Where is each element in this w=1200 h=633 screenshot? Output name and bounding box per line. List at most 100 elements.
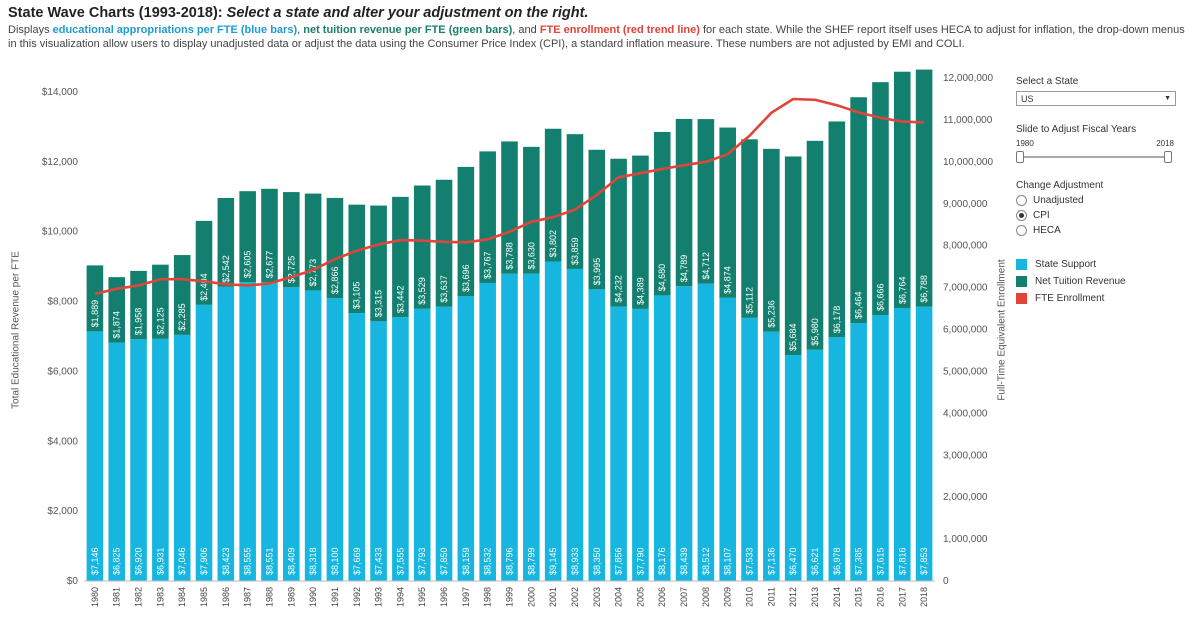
bar-net-tuition (326, 197, 344, 299)
bar-net-tuition (544, 128, 562, 262)
bar-state-support (893, 307, 911, 581)
radio-cpi[interactable]: CPI (1016, 210, 1186, 221)
data-label-state-support: $7,669 (352, 547, 362, 575)
x-tick-label: 1996 (439, 587, 449, 607)
x-tick-label: 1993 (374, 587, 384, 607)
data-label-state-support: $9,145 (548, 547, 558, 575)
data-label-net-tuition: $1,958 (134, 308, 144, 336)
bar-state-support (348, 313, 366, 581)
y2-tick-label: 8,000,000 (943, 241, 988, 252)
description: Displays educational appropriations per … (8, 23, 1193, 51)
data-label-state-support: $8,799 (526, 547, 536, 575)
x-tick-label: 2017 (897, 587, 907, 607)
bar-net-tuition (741, 139, 758, 318)
bar-net-tuition (173, 255, 191, 335)
bar-state-support (763, 331, 780, 581)
slider-handle-start[interactable] (1016, 151, 1024, 163)
radio-heca[interactable]: HECA (1016, 225, 1186, 236)
bar-net-tuition (806, 140, 824, 350)
bar-net-tuition (130, 270, 147, 340)
bar-net-tuition (348, 204, 366, 314)
bar-state-support (872, 315, 889, 581)
bar-state-support (828, 337, 846, 581)
x-tick-label: 1999 (505, 587, 515, 607)
data-label-net-tuition: $6,178 (832, 306, 842, 334)
y2-tick-label: 6,000,000 (943, 325, 988, 336)
bar-net-tuition (632, 155, 649, 309)
bar-net-tuition (457, 166, 475, 297)
y2-tick-label: 5,000,000 (943, 366, 988, 377)
data-label-net-tuition: $3,696 (461, 264, 471, 292)
y2-tick-label: 2,000,000 (943, 492, 988, 503)
bar-net-tuition (304, 193, 322, 291)
data-label-net-tuition: $3,859 (570, 237, 580, 265)
data-label-state-support: $8,933 (570, 547, 580, 575)
bar-state-support (610, 306, 627, 581)
slider-handle-end[interactable] (1164, 151, 1172, 163)
bar-state-support (86, 331, 104, 581)
y2-tick-label: 4,000,000 (943, 408, 988, 419)
adjustment-group: Change Adjustment Unadjusted CPI HECA (1016, 180, 1186, 236)
data-label-state-support: $8,532 (483, 547, 493, 575)
data-label-net-tuition: $2,125 (155, 307, 165, 335)
x-tick-label: 1995 (417, 587, 427, 607)
radio-icon[interactable] (1016, 195, 1027, 206)
x-tick-label: 2009 (723, 587, 733, 607)
data-label-net-tuition: $3,788 (505, 242, 515, 270)
data-label-net-tuition: $2,404 (199, 273, 209, 301)
data-label-state-support: $7,856 (614, 547, 624, 575)
bar-state-support (370, 321, 387, 581)
wave-chart: $0 $2,000 $4,000 $6,000 $8,000 $10,000 $12,000… (42, 69, 993, 607)
data-label-net-tuition: $6,666 (875, 283, 885, 311)
bar-state-support (304, 290, 322, 581)
bar-net-tuition (261, 188, 278, 283)
desc-text-2: , (297, 24, 304, 36)
bar-net-tuition (435, 179, 453, 307)
radio-selected-icon[interactable] (1016, 210, 1027, 221)
bar-net-tuition (195, 220, 213, 305)
data-label-state-support: $7,533 (745, 547, 755, 575)
bar-state-support (697, 283, 715, 581)
bar-state-support (523, 273, 540, 581)
desc-text-3: , and (512, 24, 540, 36)
year-slider-track[interactable] (1016, 151, 1172, 163)
data-label-net-tuition: $5,684 (788, 323, 798, 351)
y-tick-label: $14,000 (42, 87, 79, 98)
data-label-state-support: $7,433 (374, 547, 384, 575)
data-label-state-support: $8,100 (330, 547, 340, 575)
x-tick-label: 2016 (875, 587, 885, 607)
radio-unadjusted[interactable]: Unadjusted (1016, 195, 1186, 206)
bar-state-support (588, 289, 606, 581)
data-label-state-support: $8,512 (701, 547, 711, 575)
x-tick-label: 2012 (788, 587, 798, 607)
radio-icon[interactable] (1016, 225, 1027, 236)
chevron-down-icon: ▼ (1164, 95, 1171, 102)
data-label-state-support: $8,107 (723, 547, 733, 575)
data-label-net-tuition: $3,995 (592, 258, 602, 286)
y-tick-label: $8,000 (47, 297, 78, 308)
radio-label-cpi: CPI (1033, 210, 1050, 221)
state-select[interactable]: US ▼ (1016, 91, 1176, 106)
y-axis-label-right: Full-Time Equivalent Enrollment (996, 259, 1008, 401)
data-label-net-tuition: $4,874 (723, 266, 733, 294)
x-tick-label: 1992 (352, 587, 362, 607)
x-tick-label: 1982 (134, 587, 144, 607)
bar-state-support (152, 338, 169, 581)
data-label-state-support: $8,796 (505, 547, 515, 575)
y2-tick-label: 9,000,000 (943, 199, 988, 210)
fte-enrollment-line (94, 97, 925, 296)
data-label-state-support: $7,146 (90, 547, 100, 575)
y-tick-label: $2,000 (47, 506, 78, 517)
bar-net-tuition (283, 192, 300, 288)
bar-state-support (566, 268, 584, 581)
data-label-state-support: $8,159 (461, 547, 471, 575)
data-label-net-tuition: $4,389 (635, 277, 645, 305)
bar-net-tuition (566, 134, 584, 269)
data-label-state-support: $7,555 (395, 547, 405, 575)
year-slider-block: Slide to Adjust Fiscal Years 1980 2018 (1016, 124, 1186, 163)
data-label-net-tuition: $3,637 (439, 275, 449, 303)
y2-tick-label: 3,000,000 (943, 450, 988, 461)
data-label-net-tuition: $3,105 (352, 282, 362, 310)
data-label-net-tuition: $1,889 (90, 300, 100, 328)
bar-state-support (217, 286, 235, 581)
